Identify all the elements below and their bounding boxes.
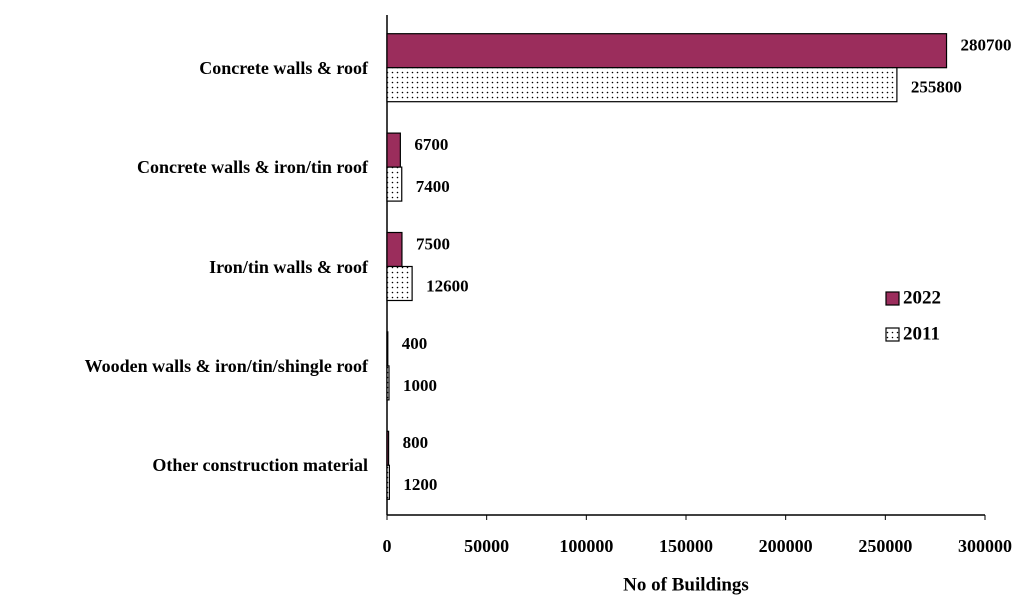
bar — [386, 365, 390, 401]
value-label: 280700 — [961, 36, 1012, 55]
y-tick-label: Iron/tin walls & roof — [209, 256, 368, 277]
x-tick-label: 300000 — [958, 536, 1012, 556]
bar — [386, 67, 898, 103]
category-label-box: Iron/tin walls & roof — [209, 227, 368, 307]
category-label-box: Concrete walls & iron/tin roof — [137, 127, 368, 207]
y-tick-label: Concrete walls & roof — [199, 57, 368, 78]
value-label: 6700 — [414, 135, 448, 154]
bar — [386, 33, 948, 69]
x-axis-title: No of Buildings — [623, 574, 749, 595]
value-label: 7400 — [416, 177, 450, 196]
x-tick-label: 150000 — [659, 536, 713, 556]
x-tick-label: 100000 — [559, 536, 613, 556]
legend-label: 2022 — [903, 287, 941, 308]
value-label: 400 — [402, 334, 428, 353]
bar — [386, 265, 413, 302]
category-label-box: Other construction material — [152, 425, 368, 505]
y-tick-label: Other construction material — [152, 455, 368, 476]
x-tick-label: 250000 — [858, 536, 912, 556]
category-label-box: Concrete walls & roof — [199, 28, 368, 108]
value-label: 1200 — [403, 475, 437, 494]
y-tick-label: Concrete walls & iron/tin roof — [137, 157, 368, 178]
value-label: 255800 — [911, 78, 962, 97]
category-label-box: Wooden walls & iron/tin/shingle roof — [85, 326, 368, 406]
legend-swatch — [885, 327, 900, 342]
bar — [386, 430, 390, 466]
x-tick-label: 200000 — [759, 536, 813, 556]
bar — [386, 331, 389, 367]
value-label: 12600 — [426, 276, 469, 295]
value-label: 1000 — [403, 376, 437, 395]
value-label: 7500 — [416, 234, 450, 253]
bar — [386, 132, 401, 168]
y-tick-label: Wooden walls & iron/tin/shingle roof — [84, 355, 368, 376]
x-tick-label: 50000 — [464, 536, 509, 556]
x-tick-label: 0 — [383, 536, 392, 556]
bar — [386, 464, 390, 500]
legend-label: 2011 — [903, 323, 940, 344]
bar — [386, 166, 403, 202]
value-label: 800 — [403, 433, 429, 452]
legend-swatch — [885, 291, 900, 306]
bar — [386, 231, 403, 268]
